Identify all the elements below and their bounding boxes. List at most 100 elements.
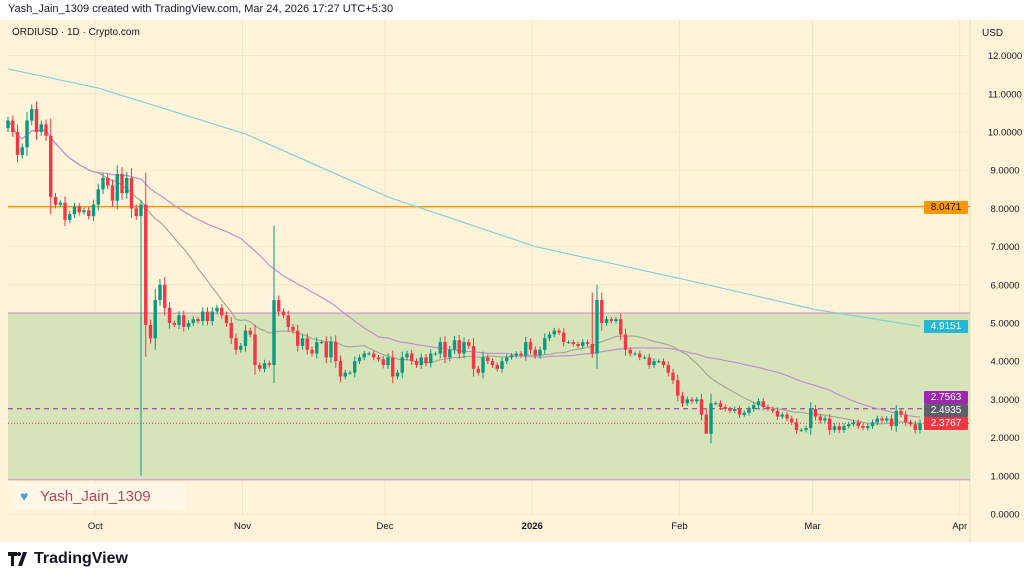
candle[interactable] xyxy=(723,407,727,409)
candle[interactable] xyxy=(851,422,856,425)
candle[interactable] xyxy=(144,204,148,325)
candle[interactable] xyxy=(357,357,362,362)
candle[interactable] xyxy=(771,408,775,411)
candle[interactable] xyxy=(82,210,86,213)
candle[interactable] xyxy=(153,300,157,339)
candle[interactable] xyxy=(106,177,110,186)
candle[interactable] xyxy=(647,357,651,366)
candle[interactable] xyxy=(733,408,737,411)
candle[interactable] xyxy=(737,408,742,415)
candle[interactable] xyxy=(220,307,224,316)
candle[interactable] xyxy=(329,342,333,358)
candle[interactable] xyxy=(191,319,195,323)
candle[interactable] xyxy=(600,300,604,323)
candle[interactable] xyxy=(528,342,533,350)
candle[interactable] xyxy=(652,361,656,366)
candle[interactable] xyxy=(462,342,466,354)
candle[interactable] xyxy=(139,204,143,217)
candle[interactable] xyxy=(742,412,746,415)
candle[interactable] xyxy=(419,357,423,366)
candle[interactable] xyxy=(614,319,618,322)
candle[interactable] xyxy=(690,399,694,402)
candle[interactable] xyxy=(889,418,894,427)
candle[interactable] xyxy=(376,357,381,360)
candle[interactable] xyxy=(766,407,770,409)
candle[interactable] xyxy=(467,342,471,346)
candle[interactable] xyxy=(68,214,72,220)
candle[interactable] xyxy=(500,361,504,369)
candle[interactable] xyxy=(514,353,518,356)
candle[interactable] xyxy=(372,353,376,358)
candle[interactable] xyxy=(609,319,613,322)
candle[interactable] xyxy=(666,365,670,373)
candle[interactable] xyxy=(904,414,908,423)
candle[interactable] xyxy=(538,349,542,356)
candle[interactable] xyxy=(63,202,67,220)
candle[interactable] xyxy=(661,361,666,366)
candle[interactable] xyxy=(657,361,661,363)
candle[interactable] xyxy=(685,399,689,404)
candle[interactable] xyxy=(623,334,628,350)
candle[interactable] xyxy=(448,349,452,358)
candle[interactable] xyxy=(429,353,433,364)
candle[interactable] xyxy=(267,363,271,366)
candle[interactable] xyxy=(576,344,580,346)
candle[interactable] xyxy=(490,361,495,366)
candle[interactable] xyxy=(125,177,129,194)
candle[interactable] xyxy=(77,206,81,213)
candle[interactable] xyxy=(410,353,414,362)
candle[interactable] xyxy=(918,423,922,430)
candle[interactable] xyxy=(405,353,409,358)
candle[interactable] xyxy=(248,330,252,335)
candle[interactable] xyxy=(438,342,442,354)
candle[interactable] xyxy=(319,342,324,344)
candle[interactable] xyxy=(234,338,238,350)
candle[interactable] xyxy=(338,361,343,377)
candle[interactable] xyxy=(348,372,352,374)
candle[interactable] xyxy=(642,357,647,359)
candle[interactable] xyxy=(386,357,390,366)
candle[interactable] xyxy=(286,315,290,327)
candle[interactable] xyxy=(457,340,461,354)
candle[interactable] xyxy=(15,132,20,155)
candle[interactable] xyxy=(828,418,832,430)
candle[interactable] xyxy=(120,174,124,194)
candle[interactable] xyxy=(775,410,780,417)
candle[interactable] xyxy=(353,361,357,373)
candle[interactable] xyxy=(842,426,846,430)
candle[interactable] xyxy=(433,353,438,355)
candle[interactable] xyxy=(547,334,552,339)
candle[interactable] xyxy=(847,424,851,427)
candle[interactable] xyxy=(158,284,162,301)
candle[interactable] xyxy=(856,422,860,427)
candle[interactable] xyxy=(272,300,276,366)
candle[interactable] xyxy=(832,426,837,430)
candle[interactable] xyxy=(334,342,338,362)
candle[interactable] xyxy=(476,368,480,373)
candle[interactable] xyxy=(6,120,10,129)
candle[interactable] xyxy=(543,338,547,350)
candle[interactable] xyxy=(780,414,784,417)
candle[interactable] xyxy=(790,418,794,423)
candle[interactable] xyxy=(229,323,233,339)
candle[interactable] xyxy=(367,353,371,355)
candle[interactable] xyxy=(414,361,419,366)
candle[interactable] xyxy=(381,359,385,366)
candle[interactable] xyxy=(866,426,870,429)
candle[interactable] xyxy=(148,324,153,339)
candle[interactable] xyxy=(524,342,528,356)
candle[interactable] xyxy=(129,177,134,209)
candle[interactable] xyxy=(443,342,447,358)
candle[interactable] xyxy=(163,284,167,308)
candle[interactable] xyxy=(391,357,395,377)
candle[interactable] xyxy=(296,330,300,346)
candle[interactable] xyxy=(619,319,623,335)
candle[interactable] xyxy=(96,189,100,205)
candle[interactable] xyxy=(880,418,884,421)
candle[interactable] xyxy=(300,338,305,346)
candle[interactable] xyxy=(590,344,594,354)
candle[interactable] xyxy=(908,422,913,425)
candle[interactable] xyxy=(752,405,756,409)
candle[interactable] xyxy=(718,403,723,408)
candle[interactable] xyxy=(101,177,105,190)
